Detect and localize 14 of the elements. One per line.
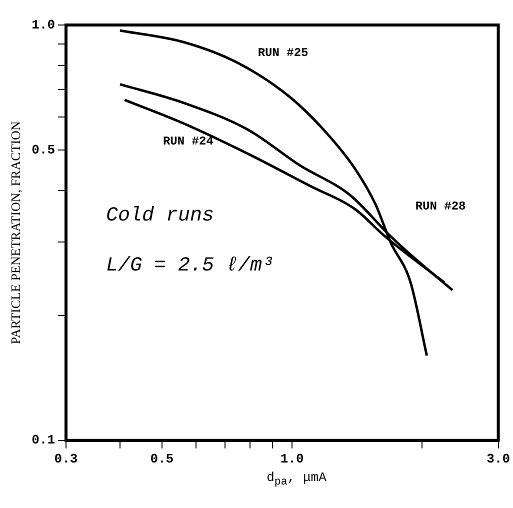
annotation: L/G = 2.5 ℓ/m³ [106,254,274,278]
annotation: Cold runs [106,204,214,228]
series-label: RUN #24 [162,134,214,148]
x-tick-label: 0.3 [54,451,78,466]
series-label: RUN #25 [258,46,308,60]
x-axis-title: d$_{pa}$, μmA [266,470,328,489]
y-tick-label: 0.5 [32,142,56,158]
text: RUN #28 [415,199,466,214]
x-tick-label: 3.0 [486,451,510,466]
y-tick-label: 0.1 [32,432,56,448]
x-tick-label: 0.5 [150,451,174,466]
x-tick-label: 1.0 [280,451,304,466]
y-axis-title: PARTICLE PENETRATION, FRACTION [8,120,24,344]
y-tick-label: 1.0 [32,17,56,32]
